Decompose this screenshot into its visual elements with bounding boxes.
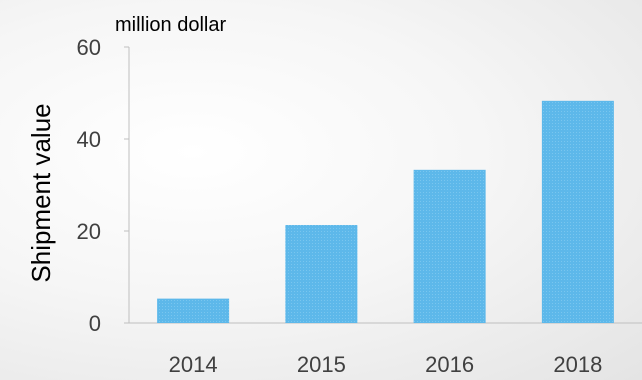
y-tick-label: 20 <box>77 219 101 244</box>
x-tick-label-2016: 2016 <box>425 352 474 377</box>
y-tick-group: 0 20 40 60 <box>77 35 129 336</box>
bar-2018 <box>541 100 614 323</box>
y-tick-label: 40 <box>77 127 101 152</box>
x-tick-label-2015: 2015 <box>297 352 346 377</box>
bar-2014 <box>157 298 230 323</box>
y-axis-title: Shipment value <box>26 103 56 282</box>
x-tick-label-2018: 2018 <box>553 352 602 377</box>
x-tick-group: 2014 2015 2016 2018 <box>169 352 603 377</box>
x-tick-label-2014: 2014 <box>169 352 218 377</box>
y-tick-label: 0 <box>89 311 101 336</box>
bar-2015 <box>285 225 358 323</box>
bar-2016 <box>413 169 486 323</box>
y-tick-label: 60 <box>77 35 101 60</box>
bar-group <box>157 100 614 323</box>
y-axis-unit-label: million dollar <box>115 14 226 36</box>
